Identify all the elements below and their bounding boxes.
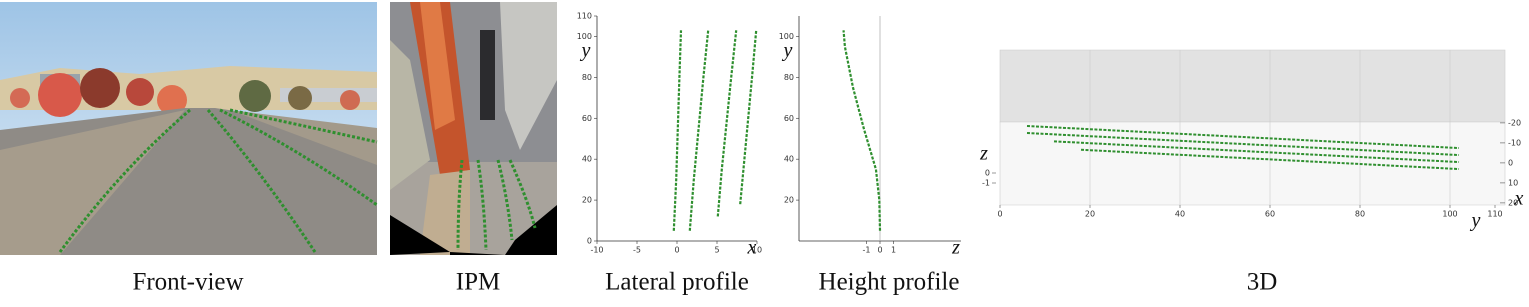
y-tick-label: 80	[784, 73, 794, 82]
y-tick-label: 80	[582, 73, 592, 82]
lane-line	[716, 30, 738, 217]
z-tick-label: 0	[985, 169, 990, 178]
x-tick-label: -5	[633, 246, 641, 255]
lane-line-3d	[1026, 131, 1460, 157]
y-tick-label: 100	[577, 32, 592, 41]
x-tick-label: -1	[863, 246, 871, 255]
x-tick-label: 0	[997, 210, 1002, 219]
y-tick-label: 0	[587, 237, 592, 246]
y-tick-label: -20	[1508, 118, 1521, 127]
x-tick-label: 60	[1265, 210, 1275, 219]
x-axis-label: x	[1514, 188, 1524, 210]
x-tick-label: 10	[752, 246, 762, 255]
captions: Front-view IPM Lateral profile Height pr…	[132, 269, 1277, 296]
x-axis-label: z	[951, 237, 960, 259]
y-tick-label: 0	[1508, 158, 1513, 167]
z-tick-label: -1	[982, 179, 990, 188]
x-tick-label: 80	[1355, 210, 1365, 219]
y-tick-label: 110	[577, 12, 592, 21]
x-tick-label: 0	[877, 246, 882, 255]
lane-line-3d	[1080, 148, 1460, 171]
y-axis-label: y	[782, 40, 793, 62]
ipm-image	[390, 2, 557, 255]
x-tick-label: 110	[1487, 210, 1502, 219]
y-tick-label: 20	[784, 196, 794, 205]
front-view-image	[0, 2, 378, 255]
lane-line	[688, 30, 710, 231]
x-tick-label: 1	[891, 246, 896, 255]
y-tick-label: 40	[582, 155, 592, 164]
y-tick-label: 10	[1508, 178, 1518, 187]
caption: Front-view	[132, 269, 243, 296]
y-tick-label: 40	[784, 155, 794, 164]
y-tick-label: 60	[784, 114, 794, 123]
x-tick-label: 100	[1442, 210, 1457, 219]
y-tick-label: -10	[1508, 138, 1521, 147]
caption: IPM	[456, 269, 500, 296]
lane-line	[672, 30, 683, 231]
x-axis-label: x	[747, 237, 757, 259]
lane-line-3d	[1026, 124, 1460, 150]
y-tick-label: 60	[582, 114, 592, 123]
lane-line	[739, 30, 758, 205]
caption: 3D	[1247, 269, 1278, 296]
caption: Lateral profile	[605, 269, 749, 296]
plot-3d-box	[999, 49, 1506, 206]
y-axis-label: y	[580, 40, 591, 62]
x-tick-label: -10	[590, 246, 603, 255]
y-axis-label: y	[1470, 210, 1481, 232]
z-axis-label: z	[979, 143, 988, 165]
x-tick-label: 40	[1175, 210, 1185, 219]
x-tick-label: 0	[674, 246, 679, 255]
lane-line	[842, 30, 882, 231]
y-tick-label: 20	[1508, 198, 1518, 207]
y-tick-label: 100	[779, 32, 794, 41]
x-tick-label: 20	[1085, 210, 1095, 219]
lane-line-3d	[1053, 140, 1460, 164]
y-tick-label: 20	[582, 196, 592, 205]
caption: Height profile	[819, 269, 960, 296]
x-tick-label: 5	[714, 246, 719, 255]
